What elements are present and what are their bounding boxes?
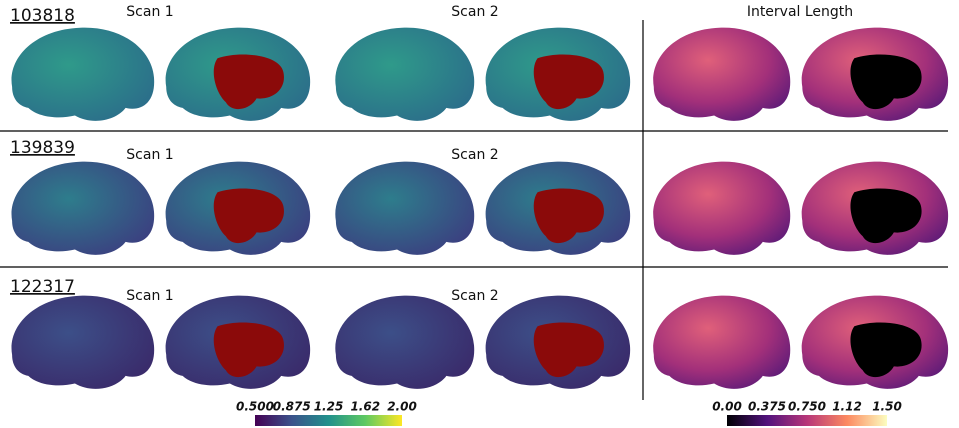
brain-lateral (335, 295, 475, 389)
brain-medial (165, 27, 311, 121)
brain-lateral (653, 295, 791, 389)
colorbar-tick-label: 1.25 (314, 400, 344, 414)
scan-label: Scan 2 (451, 288, 498, 304)
colorbar-tick-label: 1.50 (872, 400, 902, 414)
colorbar-tick-label: 0.00 (712, 400, 742, 414)
subject-id: 103818 (10, 6, 75, 26)
scan-label: Scan 2 (451, 4, 498, 20)
colorbar-tick-label: 0.875 (273, 400, 311, 414)
brain-lateral (11, 161, 155, 255)
brain-medial (801, 27, 949, 121)
panel-title: Interval Length (747, 4, 853, 20)
subject-id: 122317 (10, 277, 75, 297)
colorbar-tick-label: 0.500 (236, 400, 274, 414)
brain-medial (485, 27, 631, 121)
brain-medial (801, 161, 949, 255)
brain-lateral (11, 27, 155, 121)
scan-label: Scan 1 (126, 288, 173, 304)
scan-label: Scan 2 (451, 147, 498, 163)
colorbar-tick-label: 2.00 (387, 400, 417, 414)
colorbar (727, 415, 887, 426)
brain-lateral (335, 161, 475, 255)
brain-medial (485, 295, 631, 389)
subject-id: 139839 (10, 138, 75, 158)
colorbar (255, 415, 402, 426)
brain-lateral (653, 161, 791, 255)
scan-label: Scan 1 (126, 147, 173, 163)
colorbar-tick-label: 1.62 (350, 400, 380, 414)
scan-label: Scan 1 (126, 4, 173, 20)
brain-lateral (653, 27, 791, 121)
colorbar-tick-label: 0.750 (788, 400, 826, 414)
brain-lateral (335, 27, 475, 121)
brain-medial (801, 295, 949, 389)
brain-medial (165, 161, 311, 255)
brain-lateral (11, 295, 155, 389)
colorbar-tick-label: 0.375 (748, 400, 786, 414)
brain-medial (165, 295, 311, 389)
brain-medial (485, 161, 631, 255)
colorbar-tick-label: 1.12 (832, 400, 862, 414)
